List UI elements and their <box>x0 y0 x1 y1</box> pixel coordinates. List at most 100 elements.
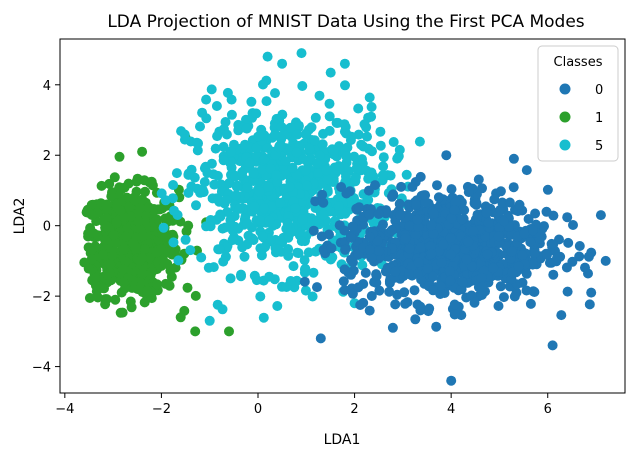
data-point-class-5 <box>300 165 311 176</box>
data-point-class-0 <box>498 292 509 303</box>
data-point-class-0 <box>552 252 563 263</box>
data-point-class-0 <box>348 265 359 276</box>
data-point-class-0 <box>372 235 383 246</box>
data-point-class-0 <box>438 239 449 250</box>
data-point-class-1 <box>128 238 139 249</box>
data-point-class-0 <box>316 231 327 242</box>
data-point-class-0 <box>317 189 328 200</box>
data-point-class-0 <box>445 249 456 260</box>
data-point-class-5 <box>288 261 299 272</box>
data-point-class-1 <box>131 186 142 197</box>
data-point-class-0 <box>364 209 375 220</box>
data-point-class-1 <box>142 286 153 297</box>
data-point-class-5 <box>169 205 179 216</box>
data-point-class-0 <box>513 261 524 272</box>
data-point-class-0 <box>384 286 395 297</box>
data-point-class-5 <box>277 58 288 69</box>
data-point-class-0 <box>424 303 435 314</box>
data-point-class-0 <box>366 252 377 263</box>
data-point-class-0 <box>441 150 452 161</box>
data-point-class-1 <box>92 292 103 303</box>
data-point-class-5 <box>341 151 352 162</box>
data-point-class-1 <box>84 293 95 303</box>
data-point-class-0 <box>446 184 457 195</box>
data-point-class-1 <box>102 269 113 280</box>
data-point-class-5 <box>264 271 275 282</box>
data-point-class-1 <box>83 263 94 274</box>
data-point-class-5 <box>314 90 325 101</box>
data-point-class-1 <box>100 221 111 232</box>
data-point-class-5 <box>291 147 302 158</box>
data-point-class-5 <box>309 135 320 146</box>
data-point-class-0 <box>420 197 431 208</box>
data-point-class-5 <box>275 198 286 208</box>
data-point-class-1 <box>90 280 101 291</box>
data-point-class-0 <box>463 187 474 198</box>
legend-marker-1 <box>559 111 571 123</box>
data-point-class-0 <box>457 214 467 225</box>
data-point-class-0 <box>426 248 437 259</box>
data-point-class-0 <box>525 298 536 309</box>
data-point-class-0 <box>412 269 423 280</box>
data-point-class-5 <box>224 178 234 189</box>
data-point-class-5 <box>236 269 246 280</box>
data-point-class-5 <box>366 102 377 112</box>
legend-label-1: 1 <box>595 111 603 126</box>
data-point-class-5 <box>270 129 281 140</box>
data-point-class-5 <box>220 222 231 233</box>
data-point-class-0 <box>404 243 415 254</box>
data-point-class-5 <box>255 215 266 226</box>
data-point-class-5 <box>356 139 367 150</box>
data-point-class-0 <box>428 228 439 239</box>
data-point-class-0 <box>548 269 559 280</box>
data-point-class-0 <box>521 268 532 279</box>
data-point-class-0 <box>387 322 398 333</box>
data-point-class-5 <box>313 168 324 178</box>
legend-label-0: 0 <box>595 83 603 98</box>
data-point-class-0 <box>468 226 479 236</box>
data-point-class-5 <box>271 170 281 181</box>
data-point-class-1 <box>160 231 171 242</box>
data-point-class-0 <box>461 254 472 265</box>
data-point-class-5 <box>328 145 339 156</box>
data-point-class-0 <box>508 182 519 193</box>
data-point-class-0 <box>299 276 310 287</box>
data-point-class-1 <box>104 178 115 189</box>
data-point-class-0 <box>407 181 418 192</box>
data-point-class-5 <box>255 291 266 302</box>
data-point-class-0 <box>366 291 377 301</box>
data-point-class-5 <box>218 141 229 152</box>
data-point-class-0 <box>354 202 365 213</box>
data-point-class-1 <box>86 245 97 256</box>
data-point-class-0 <box>449 299 460 310</box>
data-point-class-0 <box>574 241 585 251</box>
data-point-class-5 <box>324 111 335 122</box>
data-point-class-1 <box>111 217 122 228</box>
data-point-class-0 <box>413 222 424 232</box>
data-point-class-5 <box>310 112 321 123</box>
data-point-class-5 <box>257 231 268 242</box>
data-point-class-1 <box>96 180 107 191</box>
data-point-class-0 <box>514 199 525 210</box>
data-point-class-5 <box>183 187 194 198</box>
data-point-class-5 <box>191 137 202 148</box>
data-point-class-5 <box>299 255 310 266</box>
data-point-class-5 <box>231 190 241 201</box>
data-point-class-5 <box>239 251 250 262</box>
data-point-class-1 <box>101 294 112 305</box>
data-point-class-5 <box>203 262 214 273</box>
data-point-class-5 <box>272 301 283 311</box>
data-point-class-5 <box>202 168 213 178</box>
data-point-class-1 <box>224 326 234 337</box>
data-point-class-1 <box>175 312 186 323</box>
data-point-class-0 <box>411 199 421 210</box>
data-point-class-5 <box>248 168 259 179</box>
data-point-class-0 <box>457 277 468 287</box>
data-point-class-5 <box>353 103 364 114</box>
data-point-class-0 <box>318 197 329 208</box>
data-point-class-5 <box>304 143 315 154</box>
data-point-class-0 <box>334 220 345 231</box>
data-point-class-5 <box>246 96 257 107</box>
data-point-class-5 <box>186 164 197 175</box>
data-point-class-1 <box>137 230 148 241</box>
